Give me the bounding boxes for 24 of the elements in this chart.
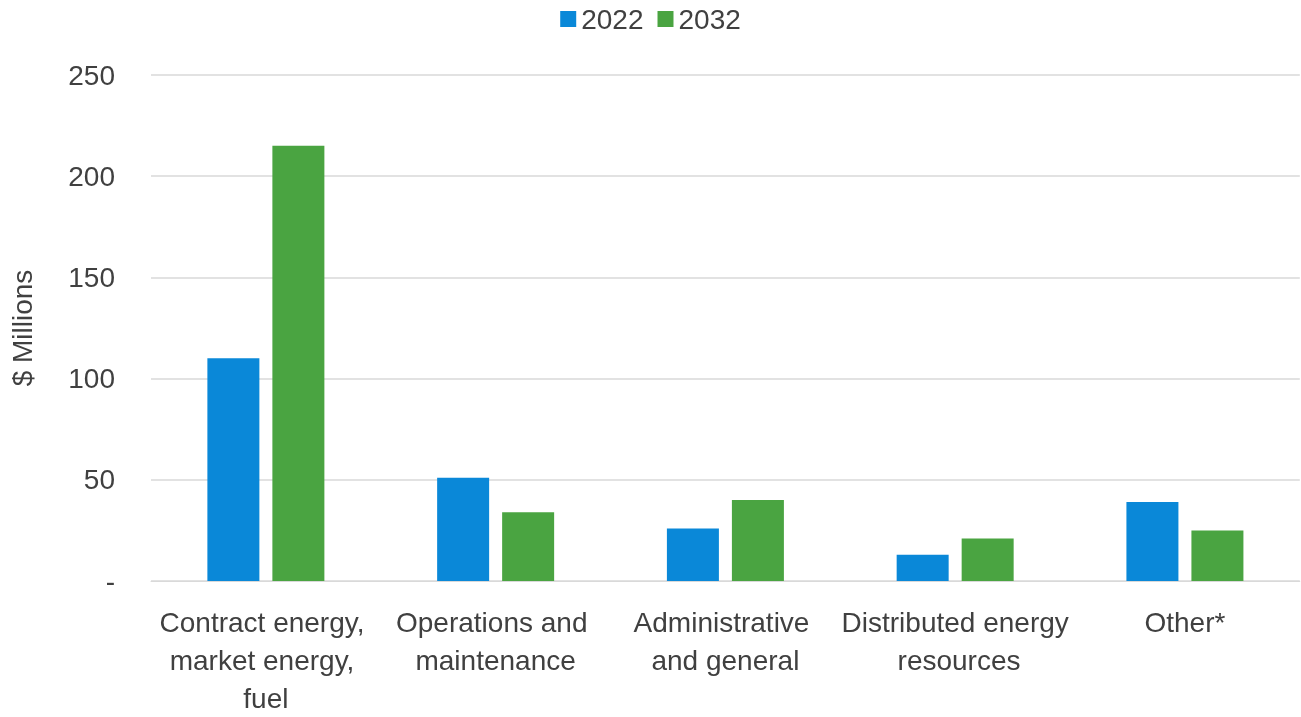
y-tick-label: 200 xyxy=(68,160,115,192)
bar xyxy=(207,358,260,581)
legend-label: 2032 xyxy=(678,3,741,35)
bar xyxy=(1126,502,1179,581)
y-tick-label: 100 xyxy=(68,363,115,395)
bar xyxy=(666,528,719,581)
y-tick-label: 50 xyxy=(83,464,115,496)
y-axis-title: $ Millions xyxy=(6,269,38,387)
bar xyxy=(437,477,490,581)
legend-label: 2022 xyxy=(581,3,644,35)
bar xyxy=(502,512,555,581)
y-tick-label: 150 xyxy=(68,261,115,293)
x-tick-label: Contract energy, market energy, fuel xyxy=(159,606,373,714)
x-tick-label: Other* xyxy=(1144,606,1226,638)
bar xyxy=(896,554,949,581)
y-tick-label: - xyxy=(105,565,115,597)
y-tick-label: 250 xyxy=(68,59,115,91)
bar xyxy=(272,145,325,581)
bar xyxy=(961,538,1014,581)
x-tick-label: Distributed energy resources xyxy=(841,606,1069,676)
x-tick-label: Operations and maintenance xyxy=(396,606,596,676)
bar xyxy=(1191,530,1244,581)
x-tick-label: Administrative and general xyxy=(633,606,818,676)
bar xyxy=(731,500,784,581)
